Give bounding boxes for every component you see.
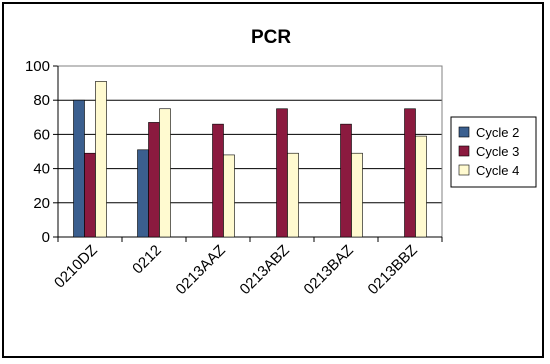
legend-swatch-cycle-2 bbox=[458, 126, 470, 138]
y-tick-label: 40 bbox=[33, 161, 50, 178]
bar-cycle-4-0213baz bbox=[351, 152, 363, 238]
x-tick-label: 0213BBZ bbox=[365, 242, 421, 298]
bar-cycle-4-0213bbz bbox=[415, 135, 427, 238]
x-tick-label: 0213AAZ bbox=[173, 242, 229, 298]
bar-cycle-3-0213abz bbox=[276, 108, 288, 238]
bar-cycle-2-0210dz bbox=[73, 99, 85, 238]
bar-cycle-3-0213aaz bbox=[212, 123, 224, 238]
x-tick-label: 0210DZ bbox=[51, 242, 101, 292]
legend-label-cycle-3: Cycle 3 bbox=[476, 144, 519, 159]
y-tick-label: 60 bbox=[33, 126, 50, 143]
legend-swatch-cycle-3 bbox=[458, 145, 470, 157]
y-tick-label: 20 bbox=[33, 195, 50, 212]
y-tick-label: 80 bbox=[33, 92, 50, 109]
bar-cycle-3-0212 bbox=[148, 122, 160, 238]
legend: Cycle 2 Cycle 3 Cycle 4 bbox=[450, 116, 537, 188]
x-tick-label: 0213BAZ bbox=[301, 242, 357, 298]
legend-label-cycle-4: Cycle 4 bbox=[476, 163, 519, 178]
y-tick-label: 0 bbox=[42, 229, 50, 246]
bar-cycle-2-0212 bbox=[137, 149, 149, 238]
legend-label-cycle-2: Cycle 2 bbox=[476, 125, 519, 140]
pcr-bar-chart: PCR 0 20 40 60 80 100 0210DZ 0212 0213AAZ 0213ABZ… bbox=[25, 27, 537, 298]
chart-title: PCR bbox=[251, 27, 291, 48]
bar-cycle-3-0213baz bbox=[340, 123, 352, 238]
bar-cycle-4-0210dz bbox=[95, 81, 107, 238]
y-tick-label: 100 bbox=[25, 58, 50, 75]
bar-cycle-3-0213bbz bbox=[404, 108, 416, 238]
bar-cycle-4-0213abz bbox=[287, 152, 299, 238]
bar-cycle-3-0210dz bbox=[84, 152, 96, 238]
legend-swatch-cycle-4 bbox=[458, 164, 470, 176]
x-tick-label: 0212 bbox=[129, 242, 165, 278]
bar-cycle-4-0213aaz bbox=[223, 154, 235, 238]
bar-cycle-4-0212 bbox=[159, 108, 171, 238]
x-tick-label: 0213ABZ bbox=[237, 242, 293, 298]
chart-frame: PCR 0 20 40 60 80 100 0210DZ 0212 0213AAZ 0213ABZ… bbox=[2, 2, 544, 358]
plot-border bbox=[57, 65, 443, 238]
